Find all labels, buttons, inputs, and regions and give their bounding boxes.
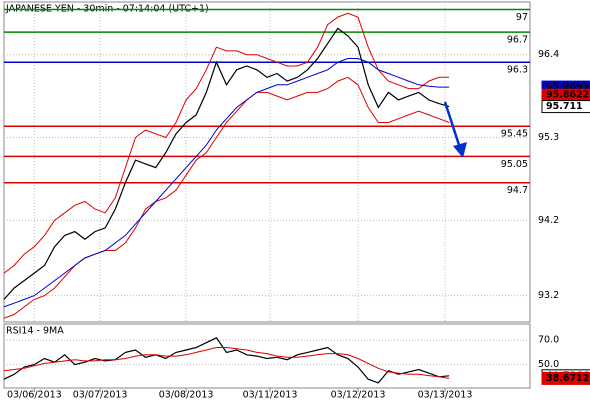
arrow-head xyxy=(453,142,467,158)
value-marker-label: 95.8622 xyxy=(546,90,589,101)
value-marker-label: 95.9699 xyxy=(546,82,589,93)
rsi-title: RSI14 - 9MA xyxy=(6,326,64,337)
price-panel xyxy=(3,1,531,323)
trend-arrow xyxy=(443,101,467,158)
value-marker xyxy=(541,100,590,114)
x-tick-label: 03/12/2013 xyxy=(331,390,386,400)
y-tick-label: 93.2 xyxy=(538,290,559,301)
level-label: 96.7 xyxy=(507,35,528,46)
level-label: 95.45 xyxy=(501,129,528,140)
y-tick-label: 70.0 xyxy=(538,335,559,346)
x-tick-label: 03/07/2013 xyxy=(73,390,128,400)
series-line xyxy=(3,58,450,308)
value-marker xyxy=(541,371,590,385)
level-label: 95.05 xyxy=(501,159,528,170)
y-tick-label: 94.2 xyxy=(538,215,559,226)
value-marker-label: 95.711 xyxy=(546,101,583,112)
x-tick-label: 03/08/2013 xyxy=(159,390,214,400)
level-label: 97 xyxy=(516,12,528,23)
level-label: 94.7 xyxy=(507,185,528,196)
y-tick-label: 50.0 xyxy=(538,359,559,370)
rsi-panel xyxy=(3,323,531,389)
value-marker-label: 38.6712 xyxy=(546,373,589,384)
series-line xyxy=(3,27,450,300)
x-tick-label: 03/06/2013 xyxy=(7,390,62,400)
y-tick-label: 95.3 xyxy=(538,132,559,143)
arrow-shaft xyxy=(443,101,462,149)
series-line xyxy=(3,347,450,379)
series-line xyxy=(3,337,450,384)
series-line xyxy=(3,12,450,274)
x-tick-label: 03/13/2013 xyxy=(418,390,473,400)
level-label: 96.3 xyxy=(507,65,528,76)
x-tick-label: 03/11/2013 xyxy=(243,390,298,400)
y-tick-label: 96.4 xyxy=(538,49,559,60)
